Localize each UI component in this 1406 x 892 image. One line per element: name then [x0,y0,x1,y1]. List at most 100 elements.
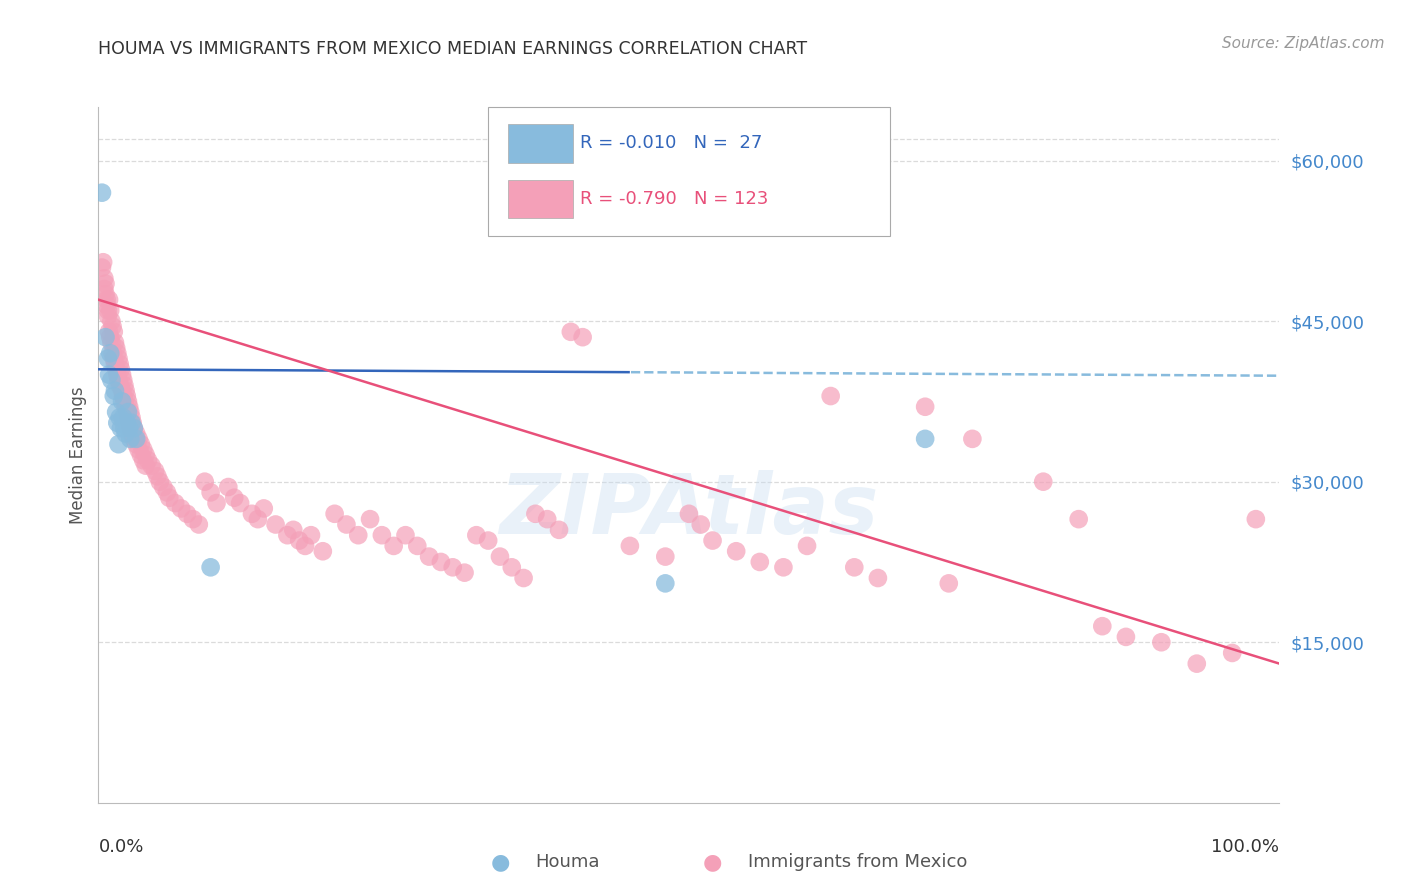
Point [101,346,124,360]
Point [91,255,114,269]
Point [101,319,124,334]
Point [96,293,118,307]
Text: 100.0%: 100.0% [1212,838,1279,855]
Point [121,416,143,430]
Point [1185,657,1208,671]
Point [132,453,155,467]
Point [156,485,179,500]
Point [512,571,534,585]
Point [276,528,298,542]
Text: ●: ● [491,852,509,872]
Y-axis label: Median Earnings: Median Earnings [69,386,87,524]
Point [121,416,143,430]
Point [97,309,120,323]
Point [205,496,228,510]
Point [112,421,135,435]
Point [619,539,641,553]
Point [866,571,889,585]
Point [100,335,122,350]
Point [107,437,129,451]
Point [98,368,121,382]
Point [98,330,121,344]
Point [121,426,143,441]
Point [108,357,131,371]
FancyBboxPatch shape [508,180,574,219]
Point [105,362,128,376]
Point [240,507,263,521]
Point [104,357,127,371]
Point [94,330,117,344]
Point [122,421,145,435]
Text: ZIPAtlas: ZIPAtlas [499,470,879,551]
Point [1150,635,1173,649]
Point [489,549,512,564]
Point [217,480,239,494]
Point [382,539,405,553]
Point [1244,512,1267,526]
Point [748,555,770,569]
Point [105,346,128,360]
Point [194,475,217,489]
Point [143,464,166,478]
Point [110,421,132,435]
Point [117,405,139,419]
Point [200,485,222,500]
Point [146,469,169,483]
Point [524,507,547,521]
Point [548,523,571,537]
Point [359,512,381,526]
Point [253,501,276,516]
Point [97,351,120,366]
Point [157,491,180,505]
Point [122,432,145,446]
Point [112,394,135,409]
Point [294,539,316,553]
Point [689,517,711,532]
Point [1220,646,1243,660]
Point [105,368,128,382]
Point [654,576,676,591]
Point [93,282,115,296]
Point [501,560,523,574]
Point [98,325,121,339]
Point [111,384,134,398]
Point [181,512,204,526]
Point [654,549,676,564]
Point [264,517,287,532]
Point [112,410,135,425]
Point [335,517,357,532]
Point [796,539,818,553]
Point [112,378,135,392]
Point [97,303,120,318]
Point [149,475,172,489]
Text: Source: ZipAtlas.com: Source: ZipAtlas.com [1222,36,1385,51]
Point [128,442,150,457]
Point [111,394,134,409]
Point [136,453,159,467]
Point [176,507,198,521]
Point [118,416,141,430]
Point [347,528,370,542]
Point [536,512,558,526]
Point [94,287,117,301]
Point [125,437,148,451]
Point [224,491,246,505]
Point [94,277,117,291]
Point [93,271,115,285]
Point [108,378,131,392]
Point [122,421,145,435]
Point [114,400,136,414]
Point [91,186,114,200]
Point [129,437,152,451]
FancyBboxPatch shape [488,107,890,235]
Point [371,528,394,542]
Point [103,351,125,366]
Point [560,325,582,339]
Point [125,432,148,446]
Point [283,523,305,537]
Point [115,416,138,430]
Point [725,544,748,558]
Point [914,432,936,446]
Point [115,389,138,403]
Point [477,533,499,548]
